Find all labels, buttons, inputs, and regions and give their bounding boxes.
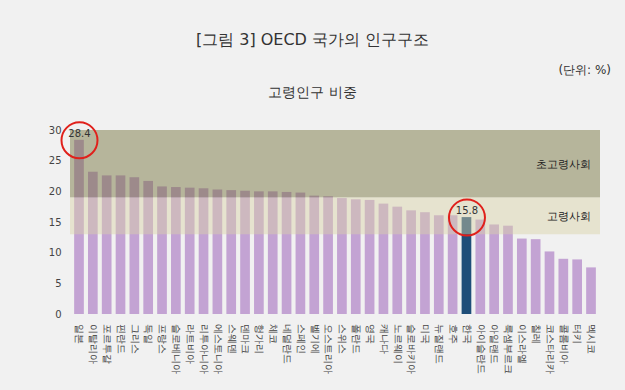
svg-text:25: 25 bbox=[49, 155, 62, 166]
svg-text:한국: 한국 bbox=[462, 324, 473, 344]
html-text:(단위: %): (단위: %) bbox=[558, 63, 611, 77]
svg-text:에스토니아: 에스토니아 bbox=[213, 324, 224, 374]
svg-text:15.8: 15.8 bbox=[456, 205, 478, 216]
svg-text:독일: 독일 bbox=[143, 324, 154, 344]
svg-text:그리스: 그리스 bbox=[130, 324, 141, 354]
svg-text:이탈리아: 이탈리아 bbox=[88, 324, 99, 364]
svg-text:벨기에: 벨기에 bbox=[310, 324, 321, 354]
svg-text:슬로베니아: 슬로베니아 bbox=[171, 324, 182, 374]
svg-text:핀란드: 핀란드 bbox=[116, 324, 127, 354]
html-text:고령인구 비중: 고령인구 비중 bbox=[268, 84, 357, 100]
svg-text:아이슬란드: 아이슬란드 bbox=[476, 324, 487, 374]
svg-text:15: 15 bbox=[49, 217, 62, 228]
svg-text:일본: 일본 bbox=[74, 324, 85, 344]
html-text:[그림 3] OECD 국가의 인구구조: [그림 3] OECD 국가의 인구구조 bbox=[195, 30, 430, 49]
svg-text:포르투갈: 포르투갈 bbox=[102, 324, 113, 364]
svg-text:폴란드: 폴란드 bbox=[351, 324, 362, 354]
svg-text:덴마크: 덴마크 bbox=[240, 324, 251, 354]
svg-text:뉴질랜드: 뉴질랜드 bbox=[434, 324, 445, 364]
svg-text:아일랜드: 아일랜드 bbox=[489, 324, 500, 364]
svg-text:체코: 체코 bbox=[268, 324, 279, 344]
svg-text:오스트리아: 오스트리아 bbox=[323, 324, 334, 374]
svg-text:10: 10 bbox=[49, 247, 62, 258]
svg-text:0: 0 bbox=[55, 309, 61, 320]
svg-text:네덜란드: 네덜란드 bbox=[282, 324, 293, 364]
svg-text:프랑스: 프랑스 bbox=[157, 324, 168, 354]
svg-text:노르웨이: 노르웨이 bbox=[393, 324, 404, 364]
svg-text:영국: 영국 bbox=[365, 324, 376, 344]
svg-text:라트비아: 라트비아 bbox=[185, 324, 196, 364]
svg-text:스위스: 스위스 bbox=[337, 324, 348, 354]
svg-text:룩셈부르크: 룩셈부르크 bbox=[503, 324, 514, 374]
svg-text:리투아니아: 리투아니아 bbox=[199, 324, 210, 374]
svg-text:멕시코: 멕시코 bbox=[586, 324, 597, 354]
svg-text:터키: 터키 bbox=[572, 324, 583, 344]
svg-text:30: 30 bbox=[49, 125, 62, 136]
svg-text:고령사회: 고령사회 bbox=[547, 210, 591, 223]
svg-text:스웨덴: 스웨덴 bbox=[227, 324, 238, 354]
svg-text:20: 20 bbox=[49, 186, 62, 197]
svg-text:28.4: 28.4 bbox=[68, 128, 90, 139]
svg-text:이스라엘: 이스라엘 bbox=[517, 324, 528, 364]
svg-text:칠레: 칠레 bbox=[531, 324, 542, 344]
svg-text:슬로바키아: 슬로바키아 bbox=[406, 324, 417, 374]
svg-text:초고령사회: 초고령사회 bbox=[536, 158, 591, 171]
svg-text:캐나다: 캐나다 bbox=[379, 324, 390, 354]
svg-text:코스타리카: 코스타리카 bbox=[545, 324, 556, 374]
svg-text:헝가리: 헝가리 bbox=[254, 324, 265, 354]
svg-text:콜롬비아: 콜롬비아 bbox=[559, 324, 570, 364]
svg-text:호주: 호주 bbox=[448, 324, 459, 344]
svg-text:미국: 미국 bbox=[420, 324, 431, 344]
svg-text:스페인: 스페인 bbox=[296, 324, 307, 354]
svg-text:5: 5 bbox=[55, 278, 61, 289]
